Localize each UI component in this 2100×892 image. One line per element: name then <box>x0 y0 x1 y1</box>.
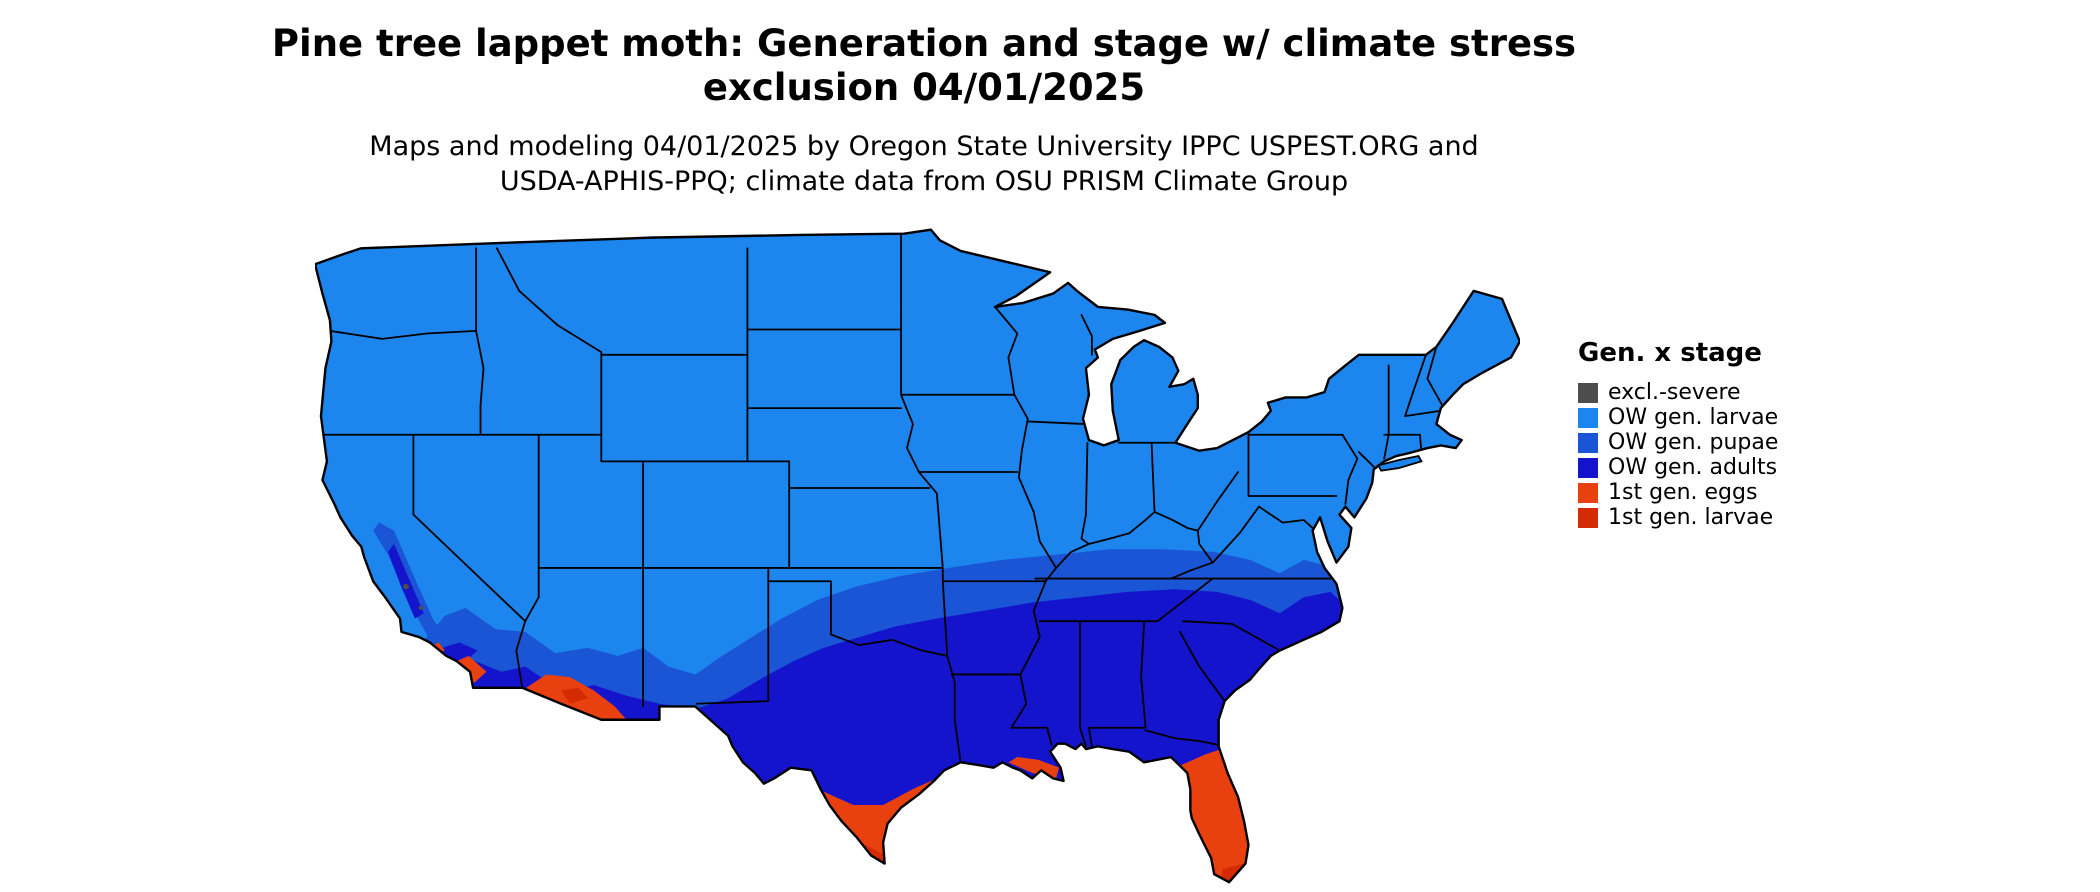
legend-swatch <box>1578 432 1598 453</box>
region-sierra-adults <box>388 543 424 619</box>
legend-swatch <box>1578 482 1598 503</box>
header: Pine tree lappet moth: Generation and st… <box>0 22 1848 200</box>
us-map-svg <box>314 228 1520 892</box>
legend-swatch <box>1578 407 1598 428</box>
legend-swatch <box>1578 382 1598 403</box>
legend-item-label: OW gen. larvae <box>1608 405 1779 430</box>
title-line-2: exclusion 04/01/2025 <box>702 65 1146 109</box>
legend-item-label: OW gen. adults <box>1608 455 1778 480</box>
legend-item-label: 1st gen. larvae <box>1608 505 1774 530</box>
legend-item: OW gen. larvae <box>1578 405 1778 430</box>
legend-item: excl.-severe <box>1578 380 1778 405</box>
legend-item: OW gen. adults <box>1578 455 1778 480</box>
page-title: Pine tree lappet moth: Generation and st… <box>0 22 1848 109</box>
map-fill-layers <box>314 229 1520 883</box>
region-excl-severe-speck-2 <box>418 605 424 611</box>
page-subtitle: Maps and modeling 04/01/2025 by Oregon S… <box>0 129 1848 199</box>
subtitle-line-1: Maps and modeling 04/01/2025 by Oregon S… <box>369 131 1479 163</box>
legend-swatch <box>1578 457 1598 478</box>
us-map <box>314 228 1520 892</box>
legend-title: Gen. x stage <box>1578 338 1762 368</box>
region-excl-severe-speck-1 <box>402 583 409 590</box>
region-eggs-florida <box>1142 749 1277 883</box>
legend-item: 1st gen. eggs <box>1578 480 1778 505</box>
legend-item-label: 1st gen. eggs <box>1608 480 1758 505</box>
us-outline <box>315 230 1520 883</box>
subtitle-line-2: USDA-APHIS-PPQ; climate data from OSU PR… <box>499 166 1349 198</box>
region-larvae1-arizona-core <box>561 687 588 704</box>
legend-items: excl.-severe OW gen. larvae OW gen. pupae O… <box>1578 380 1778 530</box>
legend-item-label: OW gen. pupae <box>1608 430 1779 455</box>
legend-swatch <box>1578 507 1598 528</box>
state-borders <box>321 234 1442 763</box>
legend-item: 1st gen. larvae <box>1578 505 1778 530</box>
legend-item-label: excl.-severe <box>1608 380 1741 405</box>
legend: Gen. x stage excl.-severe OW gen. larvae O… <box>1578 338 1778 530</box>
legend-item: OW gen. pupae <box>1578 430 1778 455</box>
title-line-1: Pine tree lappet moth: Generation and st… <box>271 22 1577 65</box>
long-island <box>1378 456 1421 471</box>
